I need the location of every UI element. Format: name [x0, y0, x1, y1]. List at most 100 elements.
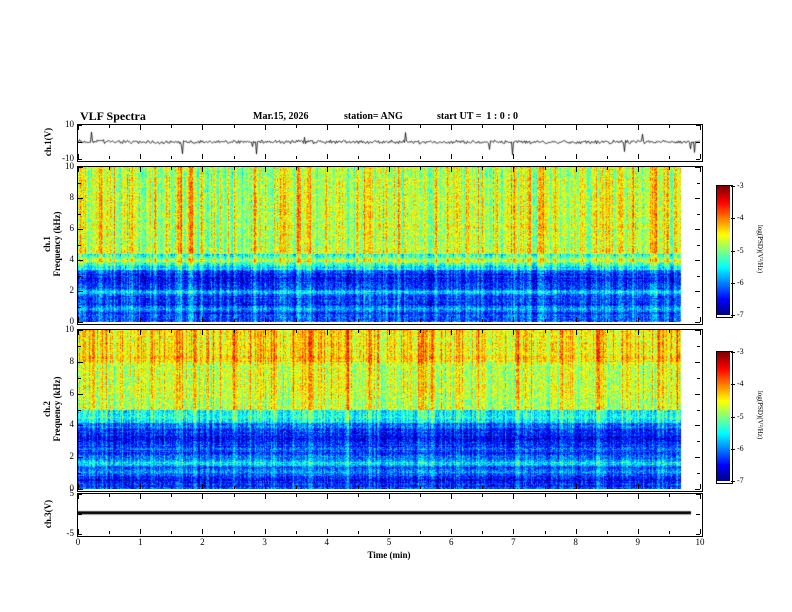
x-minor-tick-mark: [544, 486, 546, 489]
ch1-colorbar: [716, 185, 733, 318]
x-tick-mark: [326, 317, 328, 322]
x-tick-mark: [389, 167, 390, 172]
x-minor-tick-mark: [606, 531, 608, 534]
ch1-frequency-axis-label-line2: Frequency (kHz): [52, 211, 62, 277]
y-tick-mark: [78, 409, 81, 411]
x-tick-mark: [202, 529, 204, 534]
ch2-colorbar: [716, 351, 733, 484]
x-tick-mark: [202, 484, 204, 489]
y-tick-mark: [696, 125, 700, 126]
x-tick-mark: [78, 167, 79, 172]
x-minor-tick-mark: [482, 319, 484, 322]
x-tick-mark: [451, 484, 453, 489]
x-tick-mark: [637, 317, 639, 322]
x-tick-mark: [513, 125, 515, 130]
x-tick-mark: [513, 494, 515, 499]
x-minor-tick-mark: [482, 486, 484, 489]
y-tick-label: -5: [66, 528, 75, 538]
x-tick-mark: [637, 484, 639, 489]
x-minor-tick-mark: [109, 486, 111, 489]
x-tick-label: 6: [448, 537, 454, 547]
ch3-line-canvas: [78, 494, 700, 534]
x-tick-mark: [140, 529, 142, 534]
ch1-spectrogram-canvas: [78, 167, 700, 322]
x-tick-mark: [78, 330, 79, 335]
x-minor-tick-mark: [668, 330, 670, 333]
x-tick-label: 1: [137, 537, 143, 547]
x-minor-tick-mark: [544, 330, 546, 333]
x-minor-tick-mark: [668, 494, 670, 497]
y-tick-label: 5: [69, 488, 75, 498]
x-tick-label: 10: [695, 537, 705, 547]
header-station: station= ANG: [344, 111, 403, 122]
y-tick-mark: [697, 244, 700, 246]
x-tick-mark: [513, 330, 515, 335]
y-tick-mark: [697, 345, 700, 347]
colorbar-tick-mark: [731, 481, 735, 482]
x-minor-tick-mark: [668, 319, 670, 322]
x-minor-tick-mark: [357, 531, 359, 534]
x-tick-mark: [326, 529, 328, 534]
x-minor-tick-mark: [482, 156, 484, 159]
x-minor-tick-mark: [420, 125, 422, 128]
x-tick-mark: [575, 330, 577, 335]
y-tick-mark: [696, 514, 700, 515]
y-tick-mark: [695, 361, 700, 363]
ch3-voltage-panel: [77, 493, 703, 537]
x-minor-tick-mark: [357, 156, 359, 159]
y-tick-label: 6: [69, 387, 75, 398]
x-minor-tick-mark: [109, 319, 111, 322]
y-tick-mark: [697, 306, 700, 308]
ch2-spectrogram-panel: [77, 329, 703, 492]
x-tick-mark: [575, 494, 577, 499]
x-tick-mark: [637, 154, 639, 159]
x-tick-mark: [700, 317, 701, 322]
x-tick-mark: [451, 167, 453, 172]
figure-title: VLF Spectra: [80, 109, 146, 123]
y-tick-mark: [697, 473, 700, 475]
x-minor-tick-mark: [295, 531, 297, 534]
colorbar-tick-label: -3: [737, 347, 744, 356]
y-tick-mark: [78, 377, 81, 379]
y-tick-label: 10: [65, 324, 74, 334]
x-tick-mark: [264, 125, 266, 130]
x-minor-tick-mark: [544, 531, 546, 534]
x-tick-mark: [264, 317, 266, 322]
x-tick-mark: [575, 317, 577, 322]
ch2-frequency-axis-label: ch.2 Frequency (kHz): [42, 329, 62, 489]
x-minor-tick-mark: [668, 156, 670, 159]
x-minor-tick-mark: [668, 531, 670, 534]
y-tick-label: 4: [69, 254, 75, 264]
y-tick-mark: [697, 441, 700, 443]
x-minor-tick-mark: [357, 486, 359, 489]
x-tick-mark: [451, 154, 453, 159]
x-minor-tick-mark: [357, 330, 359, 333]
header-date: Mar.15, 2026: [253, 111, 309, 122]
y-tick-label: 4: [69, 419, 75, 430]
x-minor-tick-mark: [606, 486, 608, 489]
y-tick-mark: [696, 159, 700, 160]
x-tick-mark: [389, 484, 390, 489]
x-tick-mark: [389, 125, 390, 130]
x-minor-tick-mark: [233, 319, 235, 322]
x-tick-mark: [389, 494, 390, 499]
x-minor-tick-mark: [606, 494, 608, 497]
x-minor-tick-mark: [109, 125, 111, 128]
x-tick-mark: [700, 484, 701, 489]
x-minor-tick-mark: [233, 531, 235, 534]
x-minor-tick-mark: [544, 125, 546, 128]
y-tick-mark: [78, 275, 81, 277]
colorbar-tick-mark: [731, 186, 735, 187]
y-tick-label: 0: [69, 316, 75, 326]
ch2-colorbar-canvas: [717, 352, 730, 481]
x-tick-label: 2: [200, 537, 205, 547]
colorbar-tick-mark: [731, 352, 735, 353]
x-tick-mark: [389, 330, 390, 335]
y-tick-mark: [78, 142, 82, 143]
x-tick-mark: [264, 167, 266, 172]
x-minor-tick-mark: [482, 167, 484, 170]
ch1-frequency-axis-label: ch.1 Frequency (kHz): [42, 164, 62, 324]
x-minor-tick-mark: [544, 167, 546, 170]
x-tick-mark: [202, 125, 204, 130]
x-minor-tick-mark: [482, 494, 484, 497]
